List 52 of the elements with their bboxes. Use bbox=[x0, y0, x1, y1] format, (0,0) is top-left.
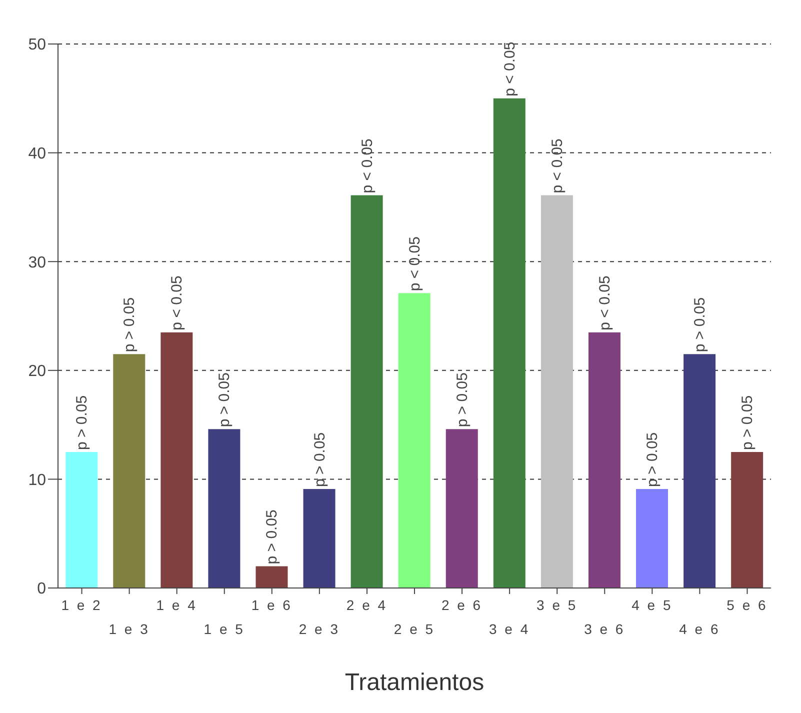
bar bbox=[684, 354, 716, 588]
bar bbox=[636, 488, 668, 588]
x-tick-label: 2 e 5 bbox=[394, 621, 436, 637]
x-tick-label: 2 e 4 bbox=[346, 597, 388, 613]
data-label: p > 0.05 bbox=[264, 510, 281, 564]
data-label: p > 0.05 bbox=[311, 432, 328, 487]
x-tick-label: 1 e 5 bbox=[204, 621, 245, 637]
x-tick-label: 1 e 2 bbox=[61, 597, 102, 613]
bar bbox=[113, 354, 146, 588]
x-axis-title: Tratamientos bbox=[344, 669, 484, 696]
x-tick-label: 5 e 6 bbox=[726, 597, 768, 613]
data-label: p < 0.05 bbox=[406, 236, 424, 292]
bar bbox=[66, 452, 98, 588]
y-tick-label: 0 bbox=[37, 580, 46, 598]
x-tick-label: 2 e 3 bbox=[298, 621, 340, 637]
data-label: p < 0.05 bbox=[548, 138, 566, 194]
x-tick-label: 3 e 4 bbox=[488, 621, 530, 637]
data-label: p > 0.05 bbox=[739, 395, 756, 450]
bar bbox=[303, 488, 336, 588]
x-tick-label: 2 e 6 bbox=[441, 597, 483, 613]
data-label: p > 0.05 bbox=[216, 372, 234, 428]
bar bbox=[446, 429, 478, 588]
x-tick-label: 3 e 6 bbox=[584, 621, 626, 637]
data-label: p < 0.05 bbox=[501, 42, 518, 96]
y-tick-label: 20 bbox=[28, 363, 46, 380]
x-tick-label: 1 e 6 bbox=[251, 597, 292, 613]
bar bbox=[493, 98, 526, 588]
x-tick-label: 4 e 5 bbox=[632, 597, 673, 613]
bar bbox=[208, 429, 240, 588]
bar bbox=[588, 332, 620, 588]
data-label: p > 0.05 bbox=[454, 372, 471, 428]
bar bbox=[398, 293, 430, 588]
data-label: p > 0.05 bbox=[121, 297, 138, 352]
y-tick-label: 50 bbox=[28, 36, 46, 54]
y-tick-label: 10 bbox=[28, 472, 46, 489]
data-label: p > 0.05 bbox=[692, 297, 709, 352]
bar bbox=[160, 332, 193, 588]
x-tick-label: 1 e 4 bbox=[156, 597, 198, 613]
data-label: p < 0.05 bbox=[168, 276, 186, 330]
bar bbox=[540, 195, 573, 588]
y-tick-label: 40 bbox=[28, 145, 46, 162]
x-tick-label: 3 e 5 bbox=[536, 597, 578, 613]
x-tick-label: 1 e 3 bbox=[108, 621, 150, 637]
bar bbox=[350, 195, 383, 588]
y-tick-label: 30 bbox=[28, 254, 46, 272]
data-label: p < 0.05 bbox=[358, 138, 376, 194]
data-label: p < 0.05 bbox=[596, 276, 614, 330]
bar bbox=[256, 566, 288, 588]
bar bbox=[731, 452, 764, 588]
data-label: p > 0.05 bbox=[74, 395, 91, 450]
x-tick-label: 4 e 6 bbox=[679, 621, 720, 637]
data-label: p > 0.05 bbox=[644, 432, 662, 487]
